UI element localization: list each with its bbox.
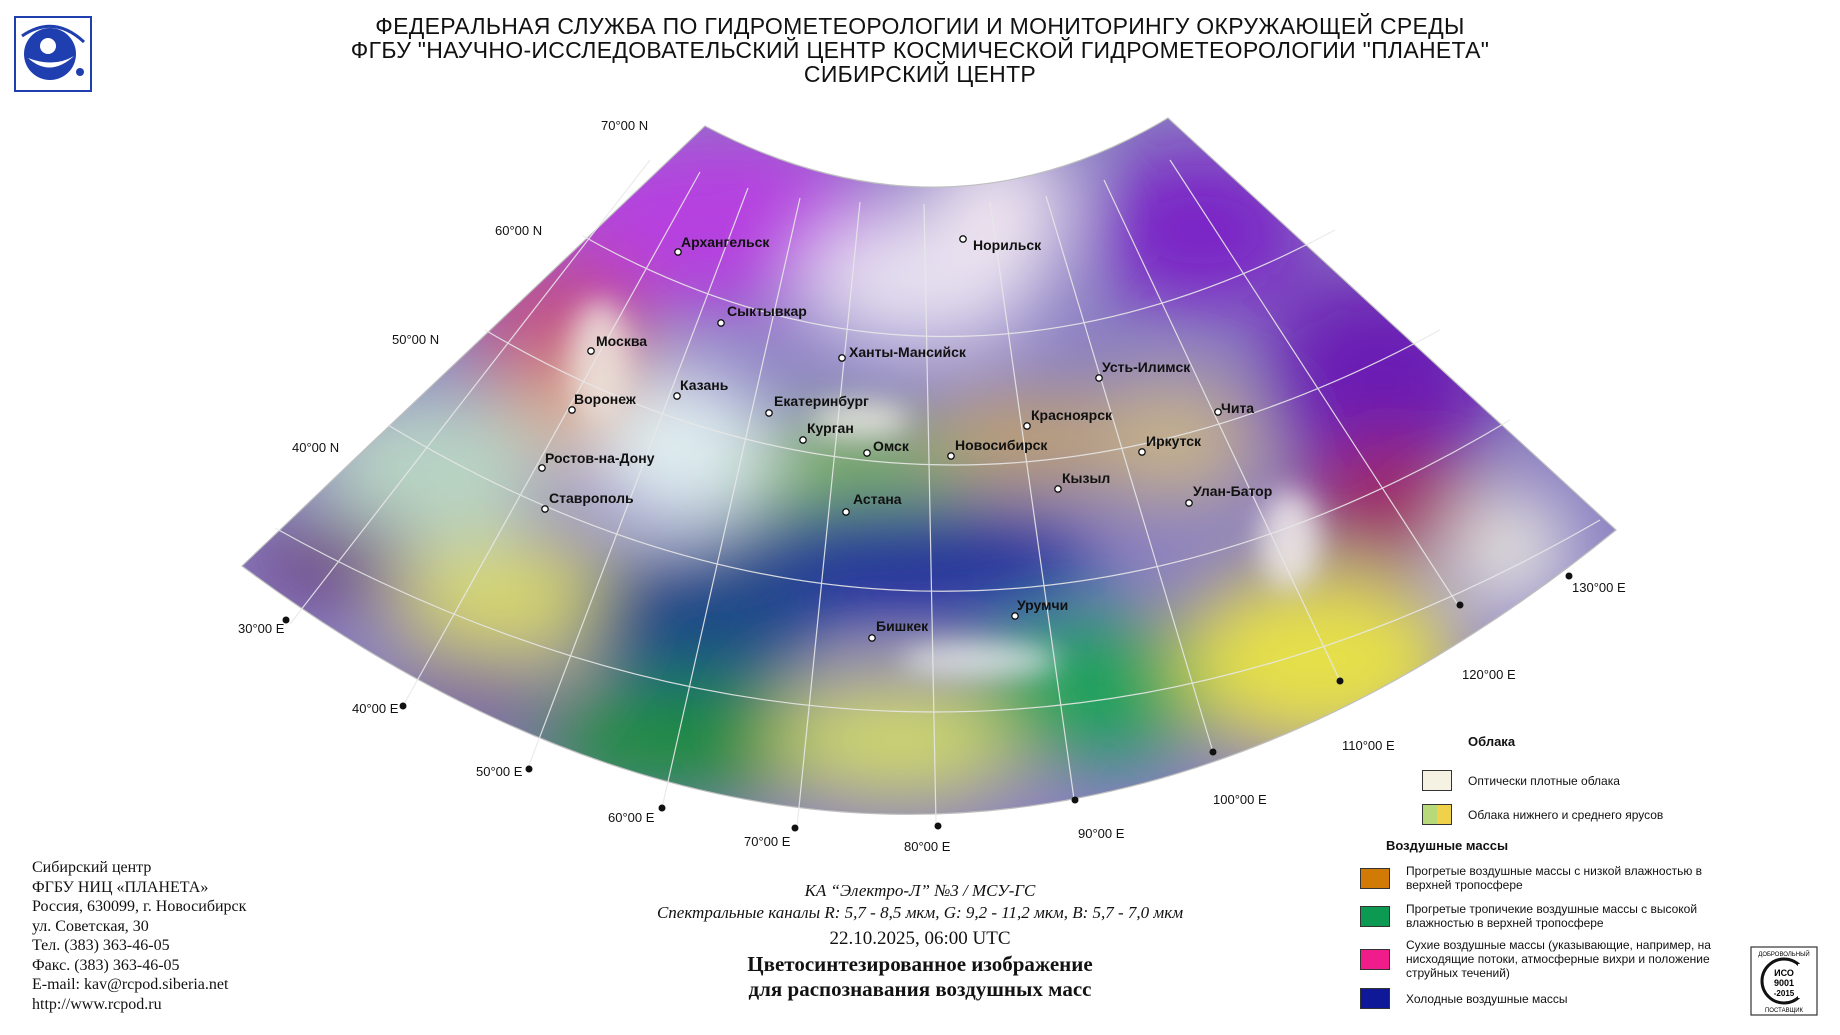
legend-swatch	[1360, 988, 1390, 1009]
city-kurgan: Курган	[807, 420, 854, 436]
legend-swatch	[1360, 905, 1390, 927]
caption-channels: Спектральные каналы R: 5,7 - 8,5 мкм, G:…	[656, 903, 1184, 922]
legend-item-dry: Сухие воздушные массы (указывающие, напр…	[1360, 938, 1750, 980]
city-urumqi: Урумчи	[1017, 597, 1068, 613]
city-khanty-mansiysk: Ханты-Мансийск	[849, 344, 967, 360]
city-yekaterinburg: Екатеринбург	[774, 393, 869, 409]
lon-label-110: 110°00 E	[1342, 738, 1395, 753]
city-markers	[538, 235, 1222, 642]
city-ulan-bator: Улан-Батор	[1193, 483, 1272, 499]
iso-badge-line2: 9001	[1774, 978, 1794, 988]
contact-line: ФГБУ НИЦ «ПЛАНЕТА»	[32, 878, 209, 896]
city-novosibirsk: Новосибирск	[955, 437, 1048, 453]
legend-item-cold: Холодные воздушные массы	[1360, 988, 1750, 1009]
legend-label: Прогретые воздушные массы с низкой влажн…	[1406, 864, 1703, 892]
iso-badge-line3: -2015	[1774, 989, 1795, 998]
legend-item-warm-dry: Прогретые воздушные массы с низкой влажн…	[1360, 864, 1750, 892]
caption-satellite: КА “Электро-Л” №3 / МСУ-ГС	[804, 881, 1036, 900]
contact-line: ул. Советская, 30	[32, 917, 149, 935]
city-rostov-na-donu: Ростов-на-Дону	[545, 450, 655, 466]
city-moscow: Москва	[596, 333, 647, 349]
lon-label-90: 90°00 E	[1078, 826, 1125, 841]
contact-line: Факс. (383) 363-46-05	[32, 956, 180, 974]
caption-title-1: Цветосинтезированное изображение	[747, 952, 1093, 976]
lon-label-70: 70°00 E	[744, 834, 791, 849]
lon-tick-markers	[282, 572, 1573, 832]
city-astana: Астана	[853, 491, 902, 507]
contact-info: Сибирский центр ФГБУ НИЦ «ПЛАНЕТА» Росси…	[32, 858, 246, 1014]
lon-label-130: 130°00 E	[1572, 580, 1626, 595]
city-kazan: Казань	[680, 377, 729, 393]
legend-swatch	[1422, 804, 1452, 825]
legend-item-tropical-moist: Прогретые тропичекие воздушные массы с в…	[1360, 902, 1750, 930]
caption-title-2: для распознавания воздушных масс	[748, 977, 1092, 1001]
city-irkutsk: Иркутск	[1146, 433, 1202, 449]
iso-badge-line1: ИСО	[1774, 968, 1794, 978]
lat-label-50: 50°00 N	[392, 332, 439, 347]
city-omsk: Омск	[873, 438, 910, 454]
city-bishkek: Бишкек	[876, 618, 929, 634]
lon-label-30: 30°00 E	[238, 621, 285, 636]
contact-email[interactable]: E-mail: kav@rcpod.siberia.net	[32, 976, 229, 993]
legend-label: Холодные воздушные массы	[1406, 991, 1568, 1006]
contact-line: Сибирский центр	[32, 859, 152, 876]
roshydromet-globe-logo-icon	[14, 16, 92, 92]
legend-label: Облака нижнего и среднего ярусов	[1468, 807, 1664, 822]
contact-line: Тел. (383) 363-46-05	[32, 937, 170, 954]
legend-item-dense-clouds: Оптически плотные облака	[1422, 770, 1620, 791]
lat-label-60: 60°00 N	[495, 223, 542, 238]
city-syktyvkar: Сыктывкар	[727, 303, 807, 319]
iso-badge-top: ДОБРОВОЛЬНЫЙ	[1758, 950, 1809, 958]
header-line-1: ФЕДЕРАЛЬНАЯ СЛУЖБА ПО ГИДРОМЕТЕОРОЛОГИИ …	[375, 13, 1465, 39]
city-kyzyl: Кызыл	[1062, 470, 1110, 486]
lon-label-80: 80°00 E	[904, 839, 951, 854]
city-norilsk: Норильск	[973, 237, 1042, 253]
contact-line: Россия, 630099, г. Новосибирск	[32, 898, 247, 915]
city-voronezh: Воронеж	[574, 391, 637, 407]
iso-badge-bottom: ПОСТАВЩИК	[1765, 1008, 1804, 1014]
city-chita: Чита	[1221, 400, 1254, 416]
iso-9001-badge-icon: ДОБРОВОЛЬНЫЙ ИСО 9001 -2015 ПОСТАВЩИК	[1750, 946, 1818, 1016]
lon-label-100: 100°00 E	[1213, 792, 1267, 807]
legend-item-low-mid-clouds: Облака нижнего и среднего ярусов	[1422, 804, 1663, 825]
lon-label-60: 60°00 E	[608, 810, 655, 825]
legend-label: Сухие воздушные массы (указывающие, напр…	[1406, 938, 1711, 980]
header-line-2: ФГБУ "НАУЧНО-ИССЛЕДОВАТЕЛЬСКИЙ ЦЕНТР КОС…	[350, 37, 1490, 63]
legend-air-heading: Воздушные массы	[1386, 838, 1509, 853]
header-line-3: СИБИРСКИЙ ЦЕНТР	[803, 61, 1037, 87]
legend-swatch	[1360, 867, 1390, 889]
lon-label-40: 40°00 E	[352, 701, 399, 716]
satellite-image	[242, 118, 1616, 815]
header: ФЕДЕРАЛЬНАЯ СЛУЖБА ПО ГИДРОМЕТЕОРОЛОГИИ …	[0, 14, 1840, 86]
lat-label-40: 40°00 N	[292, 440, 339, 455]
lon-label-50: 50°00 E	[476, 764, 523, 779]
graticule	[274, 159, 1601, 828]
caption-datetime: 22.10.2025, 06:00 UTC	[829, 928, 1011, 949]
legend-swatch	[1360, 948, 1390, 970]
legend-label: Прогретые тропичекие воздушные массы с в…	[1406, 902, 1698, 930]
legend-clouds-heading: Облака	[1468, 734, 1516, 749]
contact-website[interactable]: http://www.rcpod.ru	[32, 995, 162, 1013]
lat-label-70: 70°00 N	[601, 118, 648, 133]
city-stavropol: Ставрополь	[549, 490, 634, 506]
city-krasnoyarsk: Красноярск	[1031, 407, 1113, 423]
city-ust-ilimsk: Усть-Илимск	[1102, 359, 1191, 375]
city-arkhangelsk: Архангельск	[681, 234, 770, 250]
caption: КА “Электро-Л” №3 / МСУ-ГС Спектральные …	[560, 880, 1280, 1002]
legend-swatch	[1422, 770, 1452, 791]
lon-label-120: 120°00 E	[1462, 667, 1516, 682]
legend-label: Оптически плотные облака	[1468, 773, 1620, 788]
